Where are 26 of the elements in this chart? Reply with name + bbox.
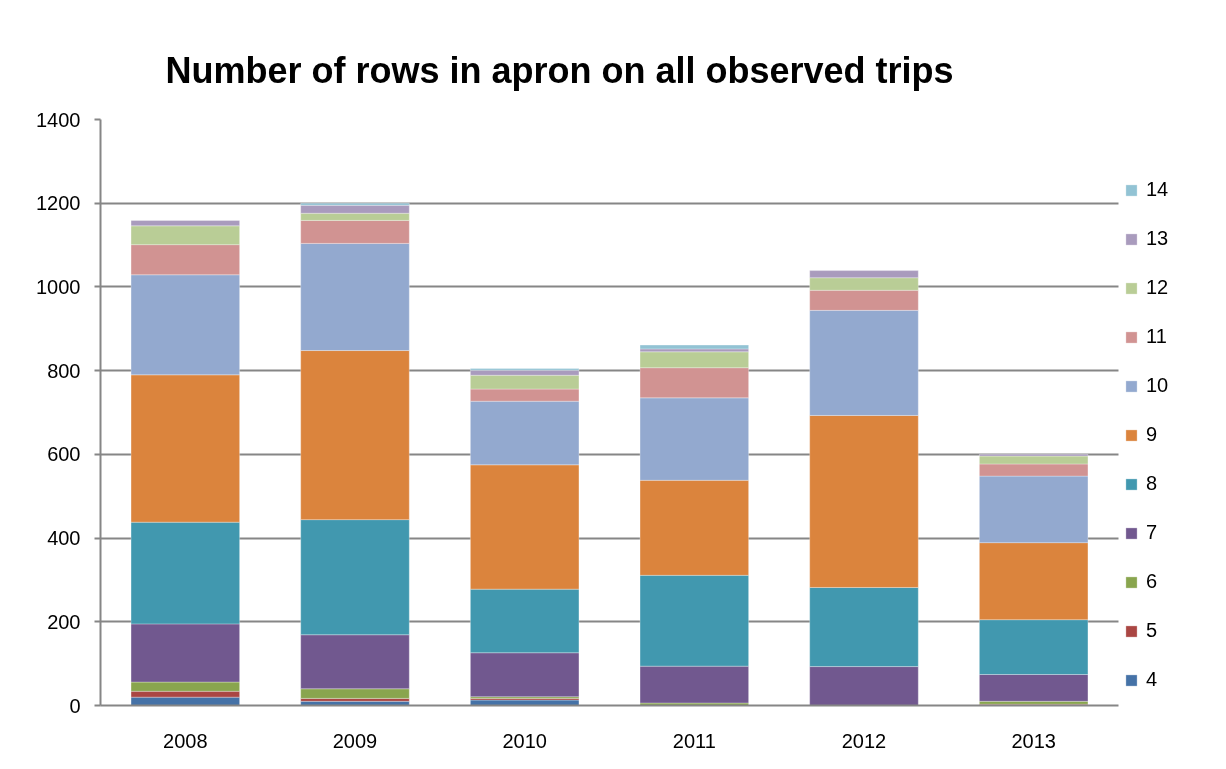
y-tick-label: 400: [47, 527, 81, 550]
legend-label: 9: [1146, 423, 1159, 446]
y-tick-label: 200: [47, 610, 81, 633]
x-tick-label: 2011: [672, 729, 716, 752]
legend-label: 6: [1146, 570, 1159, 593]
y-tick-label: 0: [69, 694, 81, 717]
y-tick-label: 1000: [36, 275, 81, 298]
legend-label: 12: [1146, 276, 1169, 299]
x-tick-label: 2012: [841, 729, 887, 752]
x-tick-label: 2013: [1011, 729, 1056, 752]
y-tick-label: 1400: [36, 108, 81, 131]
legend-label: 13: [1146, 227, 1169, 250]
legend-label: 10: [1146, 374, 1169, 397]
legend-label: 4: [1146, 668, 1159, 691]
y-tick-label: 600: [47, 443, 81, 466]
y-tick-label: 1200: [36, 192, 81, 215]
x-tick-label: 2009: [332, 729, 378, 752]
legend-label: 14: [1146, 178, 1169, 201]
y-tick-label: 800: [47, 359, 81, 382]
legend-label: 11: [1146, 325, 1167, 348]
x-tick-label: 2010: [502, 729, 547, 752]
x-tick-label: 2008: [163, 729, 208, 752]
legend-label: 8: [1146, 472, 1159, 495]
chart-title: Number of rows in apron on all observed trips: [165, 49, 954, 91]
legend-label: 5: [1146, 619, 1159, 642]
legend-label: 7: [1146, 521, 1159, 544]
